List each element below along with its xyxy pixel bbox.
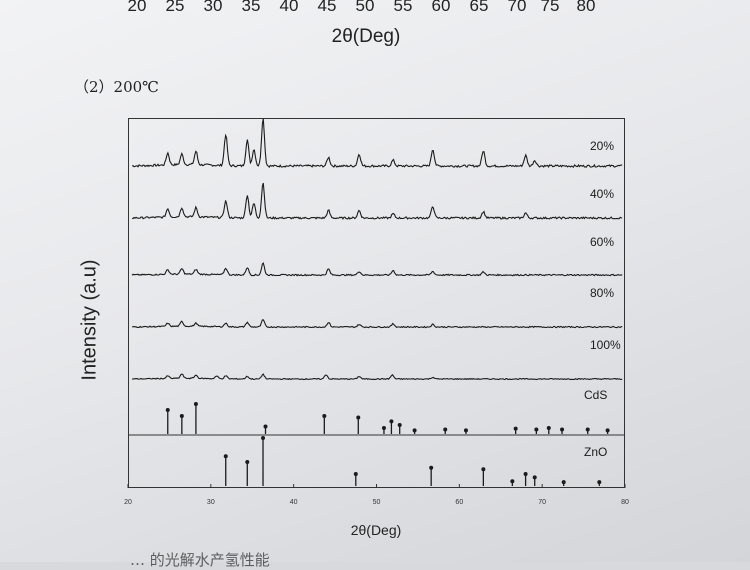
reference-stick-marker (443, 427, 448, 432)
prev-tick-label: 30 (203, 0, 223, 15)
series-line-80% (131, 319, 623, 329)
reference-stick-marker (513, 426, 518, 431)
series-label: CdS (584, 388, 607, 402)
series-label: 80% (590, 286, 614, 300)
reference-stick-marker (397, 423, 402, 427)
prev-tick-label: 60 (431, 0, 451, 15)
reference-stick-marker (546, 426, 551, 430)
reference-stick-marker (223, 454, 228, 459)
prev-tick-label: 75 (540, 0, 560, 15)
series-label: ZnO (584, 445, 607, 459)
prev-tick-label: 45 (317, 0, 337, 15)
reference-stick-marker (523, 472, 528, 476)
xrd-chart: 20% 40% 60% 80% 100% CdS ZnO 20 30 40 50 60 70 80 (124, 118, 629, 506)
reference-stick-marker (532, 475, 537, 480)
reference-stick-marker (381, 426, 386, 430)
reference-stick-marker (605, 428, 610, 433)
reference-stick-marker (356, 415, 361, 420)
prev-tick-label: 55 (393, 0, 413, 15)
prev-tick-label: 50 (355, 0, 375, 15)
x-tick-label: 80 (621, 499, 629, 506)
prev-tick-label: 65 (469, 0, 489, 15)
reference-stick-marker (193, 402, 198, 406)
reference-stick-marker (263, 424, 268, 429)
prev-tick-label: 25 (165, 0, 185, 15)
series-label: 20% (590, 139, 614, 153)
series-label: 60% (590, 235, 614, 249)
reference-stick-marker (261, 436, 266, 440)
section-label: （2）200℃ (74, 78, 159, 96)
prev-tick-label: 20 (127, 0, 147, 15)
reference-stick-marker (429, 465, 434, 470)
series-line-40% (132, 182, 623, 220)
x-tick-label: 60 (455, 499, 463, 506)
x-tick-label: 50 (373, 499, 381, 506)
reference-stick-marker (561, 480, 566, 485)
x-tick-label: 40 (290, 499, 298, 506)
reference-stick-marker (585, 427, 590, 432)
reference-stick-marker (165, 408, 170, 412)
reference-stick-marker (534, 427, 539, 432)
series-line-60% (131, 262, 623, 277)
bottom-caption: … 的光解水产氢性能 (130, 551, 270, 569)
reference-stick-marker (560, 427, 565, 432)
reference-stick-marker (481, 467, 486, 472)
y-axis-label: Intensity (a.u) (78, 259, 101, 381)
previous-figure-xlabel: 2θ(Deg) (331, 26, 401, 47)
prev-tick-label: 70 (507, 0, 527, 15)
reference-stick-marker (597, 480, 602, 485)
reference-stick-marker (389, 419, 394, 424)
series-line-100% (131, 373, 623, 381)
series-label: 100% (590, 338, 621, 352)
previous-figure-tick-labels: 20 25 30 35 40 45 50 55 60 65 70 75 80 (0, 0, 750, 16)
x-tick-label: 30 (207, 499, 215, 506)
series-line-20% (131, 118, 623, 168)
reference-stick-marker (510, 479, 515, 484)
reference-stick-marker (412, 428, 417, 433)
x-tick-label: 70 (538, 499, 546, 506)
reference-stick-marker (179, 414, 184, 418)
prev-tick-label: 80 (576, 0, 596, 15)
reference-stick-marker (353, 472, 358, 476)
reference-stick-marker (245, 460, 250, 464)
prev-tick-label: 40 (279, 0, 299, 15)
series-label: 40% (590, 187, 614, 201)
prev-tick-label: 35 (241, 0, 261, 15)
x-axis-label: 2θ(Deg) (350, 522, 402, 538)
x-tick-label: 20 (124, 499, 132, 506)
reference-stick-marker (322, 414, 327, 418)
reference-stick-marker (463, 428, 468, 433)
